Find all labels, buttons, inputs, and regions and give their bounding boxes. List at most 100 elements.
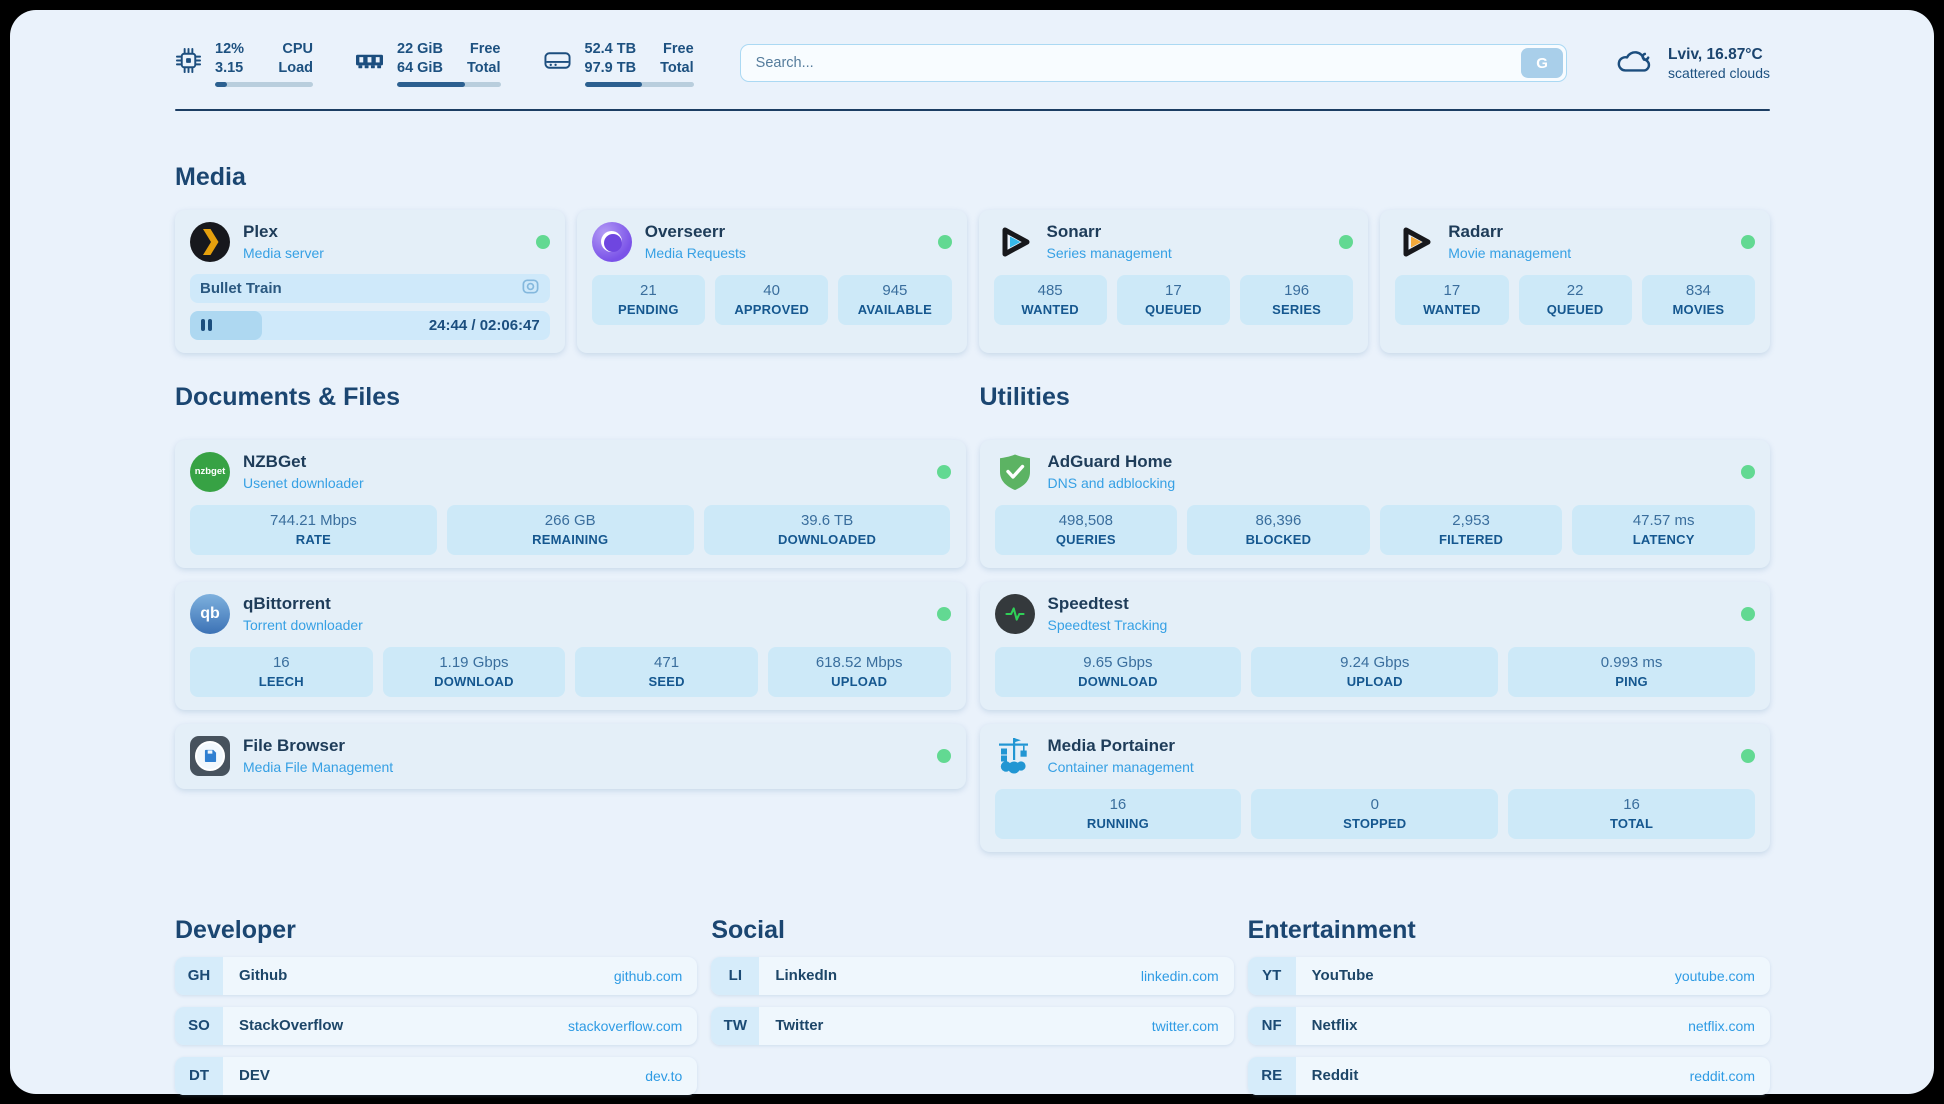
bookmark-dev[interactable]: DT DEV dev.to — [175, 1056, 698, 1095]
cpu-load-value: 3.15 — [215, 59, 244, 76]
dashboard-page: 12% 3.15 CPU Load — [10, 10, 1934, 1095]
nzbget-icon: nzbget — [190, 451, 230, 492]
stat-box: 485 WANTED — [993, 274, 1107, 325]
stat-box: 17 WANTED — [1395, 274, 1509, 325]
app-card-plex[interactable]: Plex Media server Bullet Train 24:44 / 0… — [175, 209, 565, 353]
now-playing-title: Bullet Train — [200, 279, 282, 297]
app-description: Container management — [1047, 758, 1194, 775]
documents-column: Documents & Files nzbget NZBGet Usenet d… — [175, 383, 966, 852]
disk-stat: 52.4 TB 97.9 TB Free Total — [543, 40, 694, 87]
playback-progress-bar: 24:44 / 02:06:47 — [190, 310, 550, 340]
app-description: Movie management — [1448, 244, 1572, 261]
app-name: Plex — [243, 222, 278, 242]
stat-box: 9.24 Gbps UPLOAD — [1251, 646, 1499, 697]
filebrowser-icon — [190, 735, 230, 776]
app-card-nzbget[interactable]: nzbget NZBGet Usenet downloader 744.21 M… — [175, 439, 966, 568]
app-name: Overseerr — [644, 222, 726, 242]
stat-box: 16 LEECH — [190, 646, 373, 697]
stat-box: 471 SEED — [575, 646, 758, 697]
app-card-portainer[interactable]: Media Portainer Container management 16 … — [979, 723, 1770, 852]
status-dot — [1741, 234, 1755, 249]
search-engine-button[interactable]: G — [1521, 48, 1564, 79]
status-dot — [936, 748, 951, 763]
app-card-filebrowser[interactable]: File Browser Media File Management — [175, 723, 966, 789]
app-description: DNS and adblocking — [1047, 474, 1176, 491]
bookmark-group-developer: Developer GH Github github.com SO StackO… — [175, 915, 698, 1095]
now-playing-row: Bullet Train — [190, 273, 550, 303]
bookmark-youtube[interactable]: YT YouTube youtube.com — [1247, 956, 1770, 995]
disk-free-label: Free — [663, 41, 694, 57]
status-dot — [936, 464, 951, 479]
cpu-progress-bar — [215, 81, 313, 87]
app-description: Torrent downloader — [243, 616, 363, 633]
section-title-documents: Documents & Files — [175, 382, 401, 411]
radarr-icon — [1395, 222, 1435, 262]
app-card-qbittorrent[interactable]: qb qBittorrent Torrent downloader 16 LEE… — [175, 581, 966, 710]
status-dot — [1741, 748, 1755, 763]
app-name: Speedtest — [1047, 594, 1129, 614]
disk-progress-bar — [584, 81, 694, 87]
app-name: File Browser — [243, 736, 346, 756]
stat-box: 2,953 FILTERED — [1379, 504, 1563, 555]
stat-box: 834 MOVIES — [1641, 274, 1755, 325]
status-dot — [936, 606, 951, 621]
stat-box: 47.57 ms LATENCY — [1572, 504, 1755, 555]
app-name: Sonarr — [1046, 222, 1102, 242]
weather-widget: Lviv, 16.87°C scattered clouds — [1613, 44, 1770, 83]
stat-box: 498,508 QUERIES — [994, 504, 1178, 555]
section-title-developer: Developer — [175, 915, 296, 944]
app-card-radarr[interactable]: Radarr Movie management 17 WANTED 22 QUE… — [1380, 209, 1770, 353]
section-title-utilities: Utilities — [979, 382, 1070, 411]
cpu-icon — [175, 47, 202, 79]
search-bar: G — [739, 44, 1568, 83]
search-input[interactable] — [739, 44, 1568, 83]
stat-box: 21 PENDING — [591, 274, 705, 325]
disk-icon — [543, 47, 572, 79]
app-card-overseerr[interactable]: Overseerr Media Requests 21 PENDING 40 A… — [576, 209, 967, 353]
portainer-icon — [995, 736, 1035, 776]
overseerr-icon — [591, 221, 632, 262]
app-description: Speedtest Tracking — [1047, 616, 1168, 633]
app-name: qBittorrent — [243, 594, 331, 614]
status-dot — [1339, 234, 1354, 249]
app-name: NZBGet — [243, 452, 307, 472]
bookmark-netflix[interactable]: NF Netflix netflix.com — [1247, 1006, 1770, 1045]
stat-box: 16 TOTAL — [1508, 788, 1755, 839]
app-description: Media server — [243, 244, 324, 261]
stat-box: 16 RUNNING — [994, 788, 1242, 839]
stat-box: 17 QUEUED — [1116, 274, 1230, 325]
app-card-sonarr[interactable]: Sonarr Series management 485 WANTED 17 Q… — [978, 209, 1369, 353]
status-dot — [1741, 606, 1755, 621]
stat-box: 22 QUEUED — [1518, 274, 1632, 325]
stat-box: 86,396 BLOCKED — [1187, 504, 1370, 555]
bookmark-github[interactable]: GH Github github.com — [175, 956, 698, 995]
pause-icon — [201, 319, 212, 332]
status-dot — [535, 234, 550, 249]
stat-box: 39.6 TB DOWNLOADED — [703, 504, 951, 555]
stat-box: 0.993 ms PING — [1508, 646, 1755, 697]
bookmark-stackoverflow[interactable]: SO StackOverflow stackoverflow.com — [175, 1006, 698, 1045]
bookmark-group-entertainment: Entertainment YT YouTube youtube.com NF … — [1247, 916, 1770, 1095]
app-description: Usenet downloader — [243, 474, 364, 491]
cloud-icon — [1613, 44, 1655, 83]
memory-total-value: 64 GiB — [397, 59, 443, 76]
memory-free-value: 22 GiB — [397, 41, 443, 57]
cpu-stat: 12% 3.15 CPU Load — [175, 40, 313, 87]
app-name: AdGuard Home — [1047, 452, 1173, 472]
video-icon — [521, 277, 540, 300]
adguard-icon — [995, 452, 1035, 492]
bookmark-linkedin[interactable]: LI LinkedIn linkedin.com — [711, 956, 1234, 995]
app-card-speedtest[interactable]: Speedtest Speedtest Tracking 9.65 Gbps D… — [979, 581, 1770, 710]
memory-total-label: Total — [466, 59, 501, 76]
bookmarks: Developer GH Github github.com SO StackO… — [175, 916, 1770, 1095]
bookmark-group-social: Social LI LinkedIn linkedin.com TW Twitt… — [711, 916, 1234, 1095]
utilities-column: Utilities AdGuard Home DNS and adblockin… — [979, 382, 1770, 852]
bookmark-reddit[interactable]: RE Reddit reddit.com — [1247, 1056, 1770, 1095]
weather-location-temp: Lviv, 16.87°C — [1668, 45, 1763, 63]
app-card-adguard[interactable]: AdGuard Home DNS and adblocking 498,508 … — [979, 439, 1770, 568]
load-label: Load — [278, 59, 313, 76]
app-name: Media Portainer — [1047, 736, 1176, 756]
plex-icon — [190, 221, 230, 262]
bookmark-twitter[interactable]: TW Twitter twitter.com — [711, 1006, 1234, 1045]
speedtest-icon — [994, 593, 1035, 634]
